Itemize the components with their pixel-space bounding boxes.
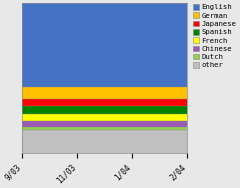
Legend: English, German, Japanese, Spanish, French, Chinese, Dutch, other: English, German, Japanese, Spanish, Fren… <box>193 3 237 69</box>
